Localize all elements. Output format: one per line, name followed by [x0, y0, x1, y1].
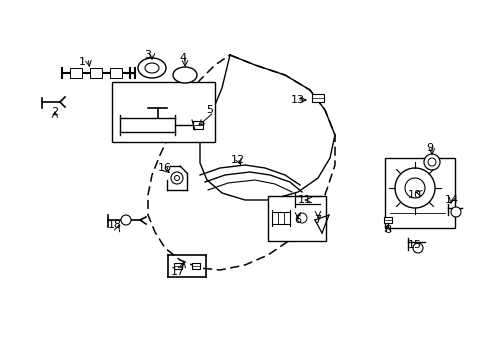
Text: 11: 11	[297, 195, 311, 205]
Circle shape	[296, 213, 306, 223]
Text: 2: 2	[51, 107, 59, 117]
Circle shape	[394, 168, 434, 208]
Text: 13: 13	[290, 95, 305, 105]
Ellipse shape	[145, 63, 159, 73]
Bar	[174, 263, 182, 269]
Text: 12: 12	[230, 155, 244, 165]
Bar	[90, 68, 102, 78]
Circle shape	[121, 215, 131, 225]
Text: 6: 6	[294, 215, 301, 225]
Circle shape	[427, 158, 435, 166]
Ellipse shape	[138, 58, 165, 78]
Text: 8: 8	[384, 225, 391, 235]
Text: 17: 17	[171, 267, 184, 277]
Text: 9: 9	[426, 143, 433, 153]
Bar	[193, 121, 203, 129]
Text: 3: 3	[144, 50, 151, 60]
Bar	[110, 68, 122, 78]
Text: 10: 10	[407, 190, 421, 200]
Circle shape	[423, 154, 439, 170]
Bar	[70, 68, 82, 78]
Circle shape	[171, 172, 183, 184]
Bar	[112, 82, 215, 142]
Bar	[384, 158, 454, 228]
Text: 5: 5	[206, 105, 213, 115]
Ellipse shape	[173, 67, 197, 83]
Text: 16: 16	[158, 163, 172, 173]
Text: 4: 4	[179, 53, 186, 63]
Circle shape	[412, 243, 422, 253]
Text: 18: 18	[108, 220, 122, 230]
Text: 1: 1	[79, 57, 85, 67]
Circle shape	[174, 175, 179, 180]
Circle shape	[450, 207, 460, 217]
Bar	[311, 94, 324, 102]
Bar	[383, 217, 391, 223]
Circle shape	[404, 178, 424, 198]
Bar	[192, 263, 200, 269]
Bar	[267, 196, 325, 241]
Text: 15: 15	[407, 240, 421, 250]
Text: 7: 7	[314, 215, 321, 225]
Text: 14: 14	[444, 195, 458, 205]
